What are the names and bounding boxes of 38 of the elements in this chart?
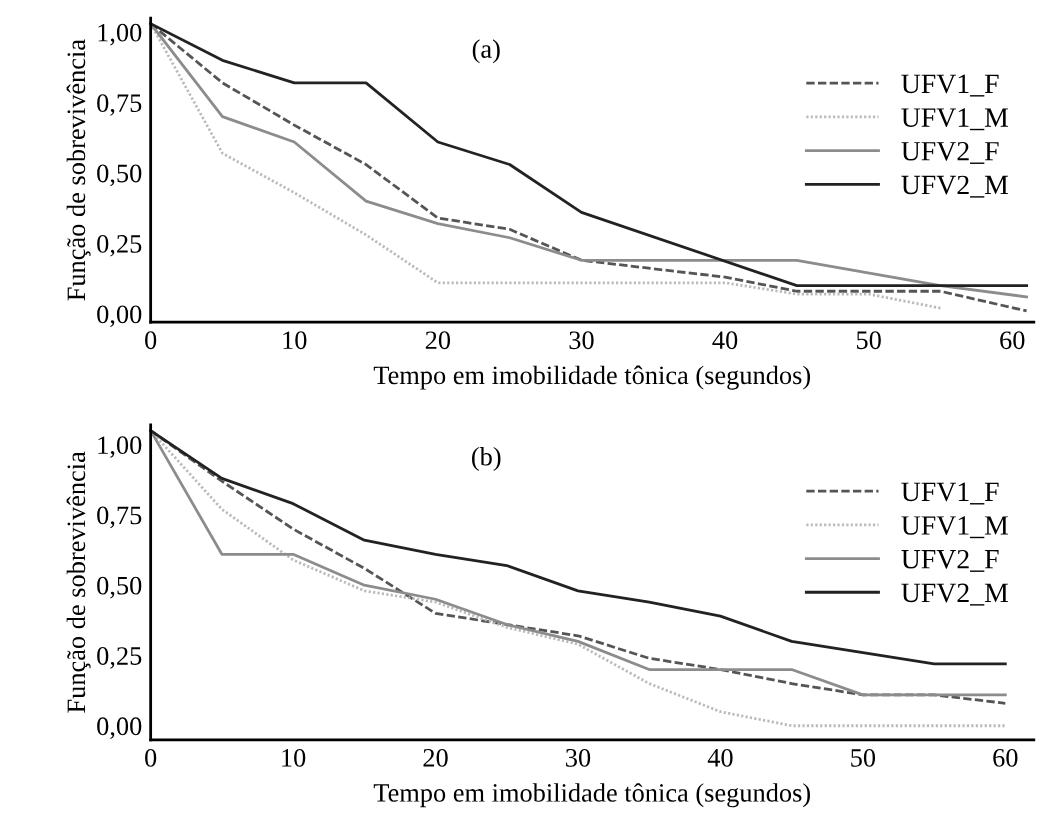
x-tick-label: 50 (857, 331, 881, 350)
y-tick-label: 0,75 (97, 506, 142, 529)
x-tick-label: 20 (425, 331, 451, 350)
y-tick-label: 1,00 (98, 436, 142, 458)
x-tick-label: 0 (145, 331, 157, 350)
x-tick-label: 40 (707, 748, 733, 767)
legend-label: UFV2_M (901, 175, 1008, 198)
y-tick-label: 0,25 (97, 647, 142, 669)
x-tick-label: 60 (1000, 331, 1025, 350)
y-tick-label: 0,50 (97, 164, 142, 187)
legend-label: UFV2_M (901, 583, 1008, 606)
x-tick-label: 30 (566, 748, 591, 767)
x-axis-title: Tempo em imobilidade tônica (segundos) (373, 783, 810, 808)
y-tick-label: 1,00 (98, 23, 142, 46)
y-tick-label: 0,00 (97, 717, 142, 739)
x-tick-label: 60 (993, 748, 1018, 767)
legend-label: UFV1_F (901, 482, 999, 505)
x-tick-label: 0 (145, 748, 157, 767)
legend-label: UFV1_F (901, 74, 999, 97)
legend-label: UFV2_F (901, 549, 999, 572)
y-axis-title: Função de sobrevivência (66, 39, 91, 301)
x-tick-label: 30 (569, 331, 594, 350)
x-tick-label: 10 (282, 748, 306, 767)
x-tick-label: 40 (712, 331, 738, 350)
legend-label: UFV1_M (901, 108, 1008, 131)
y-axis-title: Função de sobrevivência (66, 451, 91, 713)
x-tick-label: 10 (283, 331, 307, 350)
legend-label: UFV2_F (901, 141, 999, 164)
y-tick-label: 0,75 (97, 94, 142, 116)
x-axis-title: Tempo em imobilidade tônica (segundos) (373, 365, 810, 390)
x-tick-label: 50 (851, 748, 876, 767)
legend-label: UFV1_M (901, 516, 1008, 539)
annotation: (b) (472, 447, 501, 471)
y-tick-label: 0,50 (97, 576, 142, 599)
y-tick-label: 0,00 (97, 305, 142, 327)
x-tick-label: 20 (423, 748, 448, 767)
y-tick-label: 0,25 (97, 234, 142, 257)
annotation: (a) (472, 39, 500, 64)
